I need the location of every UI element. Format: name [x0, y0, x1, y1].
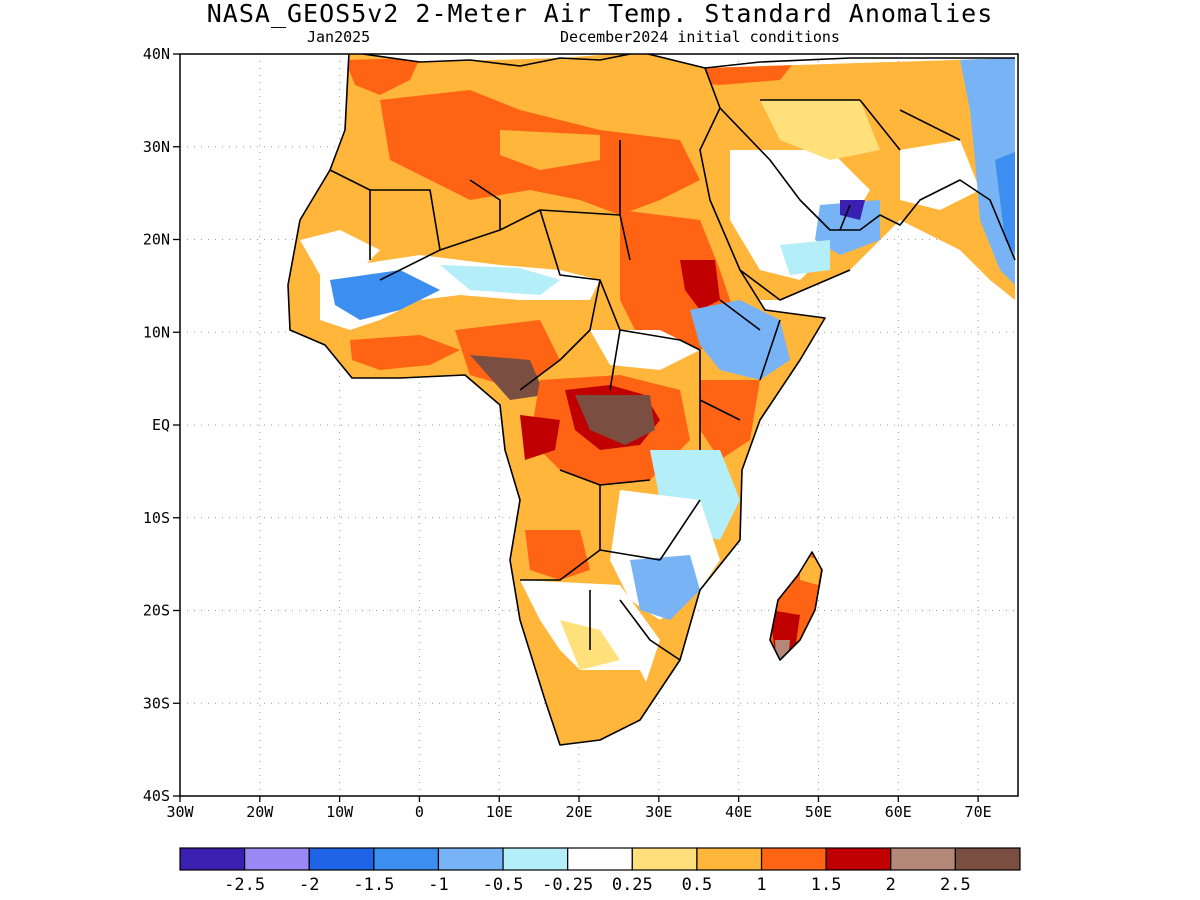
lat-tick-label: 40N: [143, 45, 170, 63]
lon-tick-label: 60E: [885, 803, 912, 821]
forecast-month: Jan2025: [307, 28, 371, 46]
colorbar-swatch: [244, 847, 310, 871]
colorbar-swatch: [760, 847, 827, 871]
arabia-anomalies: [700, 58, 1015, 300]
colorbar-swatch: [502, 847, 569, 871]
lon-tick-label: 50E: [805, 803, 832, 821]
lon-tick-label: 10W: [326, 803, 354, 821]
colorbar-swatch: [437, 847, 504, 871]
colorbar-label: -2: [299, 875, 319, 895]
colorbar-swatch: [179, 847, 246, 871]
colorbar-label: -2.5: [224, 875, 265, 895]
colorbar-swatch: [631, 847, 698, 871]
longitude-axis: 30W 20W 10W 0 10E 20E 30E 40E 50E 60E 70E: [166, 796, 992, 821]
lon-tick-label: 10E: [486, 803, 513, 821]
initial-conditions: December2024 initial conditions: [560, 28, 840, 46]
coastlines-borders: [287, 54, 1016, 746]
map-title: NASA_GEOS5v2 2-Meter Air Temp. Standard …: [206, 0, 994, 28]
lon-tick-label: 30E: [645, 803, 672, 821]
lat-tick-label: 20S: [143, 602, 170, 620]
colorbar-swatch: [373, 847, 440, 871]
lon-tick-label: 70E: [965, 803, 992, 821]
colorbar-label: -0.25: [542, 875, 593, 895]
lat-tick-label: 10N: [143, 323, 170, 341]
colorbar-label: 1: [756, 875, 766, 895]
latitude-axis: 40N 30N 20N 10N EQ 10S 20S 30S 40S: [143, 45, 180, 805]
colorbar-label: 1.5: [811, 875, 842, 895]
lat-tick-label: 30N: [143, 138, 170, 156]
lat-tick-label: 20N: [143, 231, 170, 249]
colorbar-swatch: [954, 847, 1021, 871]
lon-tick-label: 30W: [166, 803, 194, 821]
colorbar-swatch: [696, 847, 763, 871]
colorbar-swatch: [308, 847, 375, 871]
lat-tick-label: EQ: [152, 416, 170, 434]
colorbar-label: 0.25: [612, 875, 653, 895]
colorbar-label: -0.5: [483, 875, 524, 895]
colorbar-swatch: [825, 847, 892, 871]
lat-tick-label: 40S: [143, 787, 170, 805]
colorbar-label: 2.5: [940, 875, 971, 895]
colorbar-label: 0.5: [682, 875, 713, 895]
colorbar: -2.5 -2 -1.5 -1 -0.5 -0.25 0.25 0.5 1 1.5 2 2.5: [179, 847, 1021, 895]
lat-tick-label: 30S: [143, 694, 170, 712]
lon-tick-label: 20W: [246, 803, 274, 821]
colorbar-swatch: [567, 847, 633, 871]
colorbar-swatch: [890, 847, 956, 871]
colorbar-label: -1.5: [353, 875, 394, 895]
colorbar-label: 2: [886, 875, 896, 895]
lon-tick-label: 0: [415, 803, 424, 821]
lat-tick-label: 10S: [143, 509, 170, 527]
lon-tick-label: 20E: [566, 803, 593, 821]
colorbar-label: -1: [428, 875, 448, 895]
lon-tick-label: 40E: [725, 803, 752, 821]
